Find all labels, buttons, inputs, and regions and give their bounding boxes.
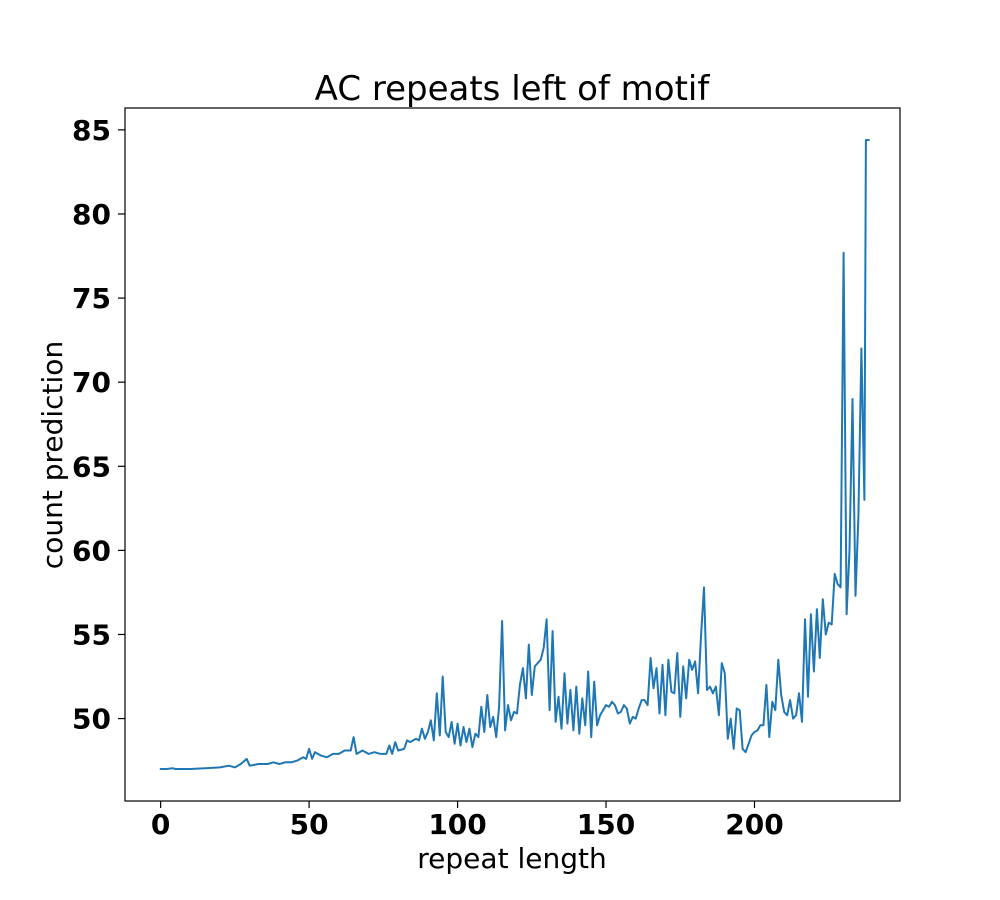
x-tick-label: 100 (428, 808, 486, 841)
y-tick-label: 55 (72, 618, 111, 651)
y-tick-label: 65 (72, 450, 111, 483)
y-tick-label: 70 (72, 366, 111, 399)
x-axis-label: repeat length (417, 842, 606, 875)
y-tick-label: 75 (72, 282, 111, 315)
y-tick-label: 80 (72, 198, 111, 231)
y-tick-label: 85 (72, 114, 111, 147)
chart-title: AC repeats left of motif (315, 69, 711, 109)
y-tick-label: 50 (72, 703, 111, 736)
x-tick-label: 0 (151, 808, 170, 841)
x-tick-label: 50 (290, 808, 329, 841)
y-axis: 50 55 60 65 70 75 80 85 (72, 114, 125, 736)
series-line (159, 139, 870, 770)
y-axis-label: count prediction (36, 341, 69, 569)
plot-area (159, 139, 870, 770)
x-axis: 0 50 100 150 200 (151, 801, 784, 841)
y-tick-label: 60 (72, 534, 111, 567)
axes-frame (124, 107, 901, 802)
x-tick-label: 200 (725, 808, 783, 841)
x-tick-label: 150 (577, 808, 635, 841)
